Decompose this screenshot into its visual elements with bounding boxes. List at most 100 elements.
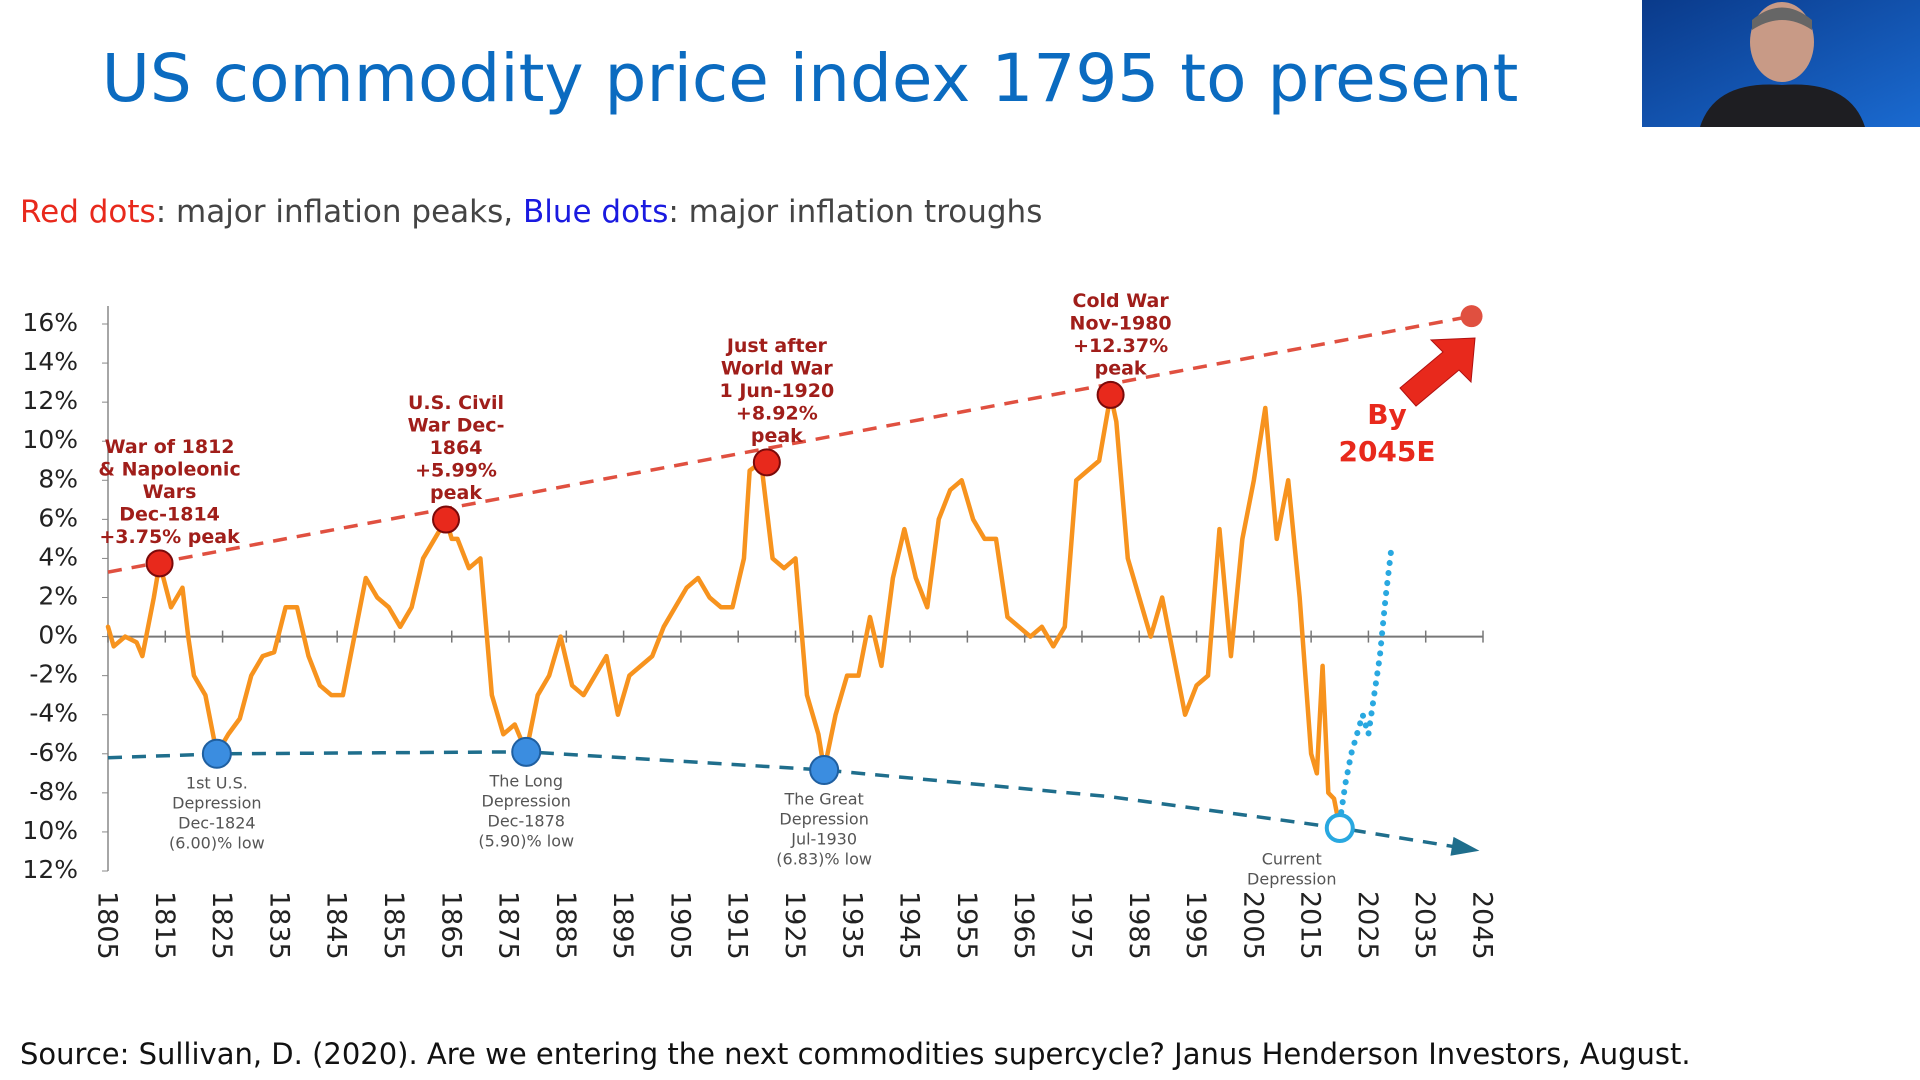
trough-label: Depression (482, 791, 571, 810)
peak-label: & Napoleonic (98, 458, 240, 480)
x-tick-label: 1865 (435, 891, 466, 960)
peak-label: U.S. Civil (408, 392, 504, 414)
x-tick-label: 1835 (263, 891, 294, 960)
x-tick-label: 1845 (321, 891, 352, 960)
subtitle-red: Red dots (20, 194, 156, 230)
peak-dot (432, 505, 461, 534)
subtitle: Red dots: major inflation peaks, Blue do… (20, 194, 1042, 230)
trough-label: Dec-1878 (488, 811, 565, 830)
x-tick-label: 1975 (1065, 891, 1096, 960)
series-line (1336, 545, 1395, 826)
x-tick-label: 1915 (722, 891, 753, 960)
x-tick-label: 1805 (92, 891, 123, 960)
x-tick-label: 2025 (1352, 891, 1383, 960)
y-tick-label: -4% (29, 699, 78, 728)
y-tick-label: 12% (22, 855, 78, 884)
y-tick-label: -6% (29, 738, 78, 767)
x-tick-label: 1995 (1180, 891, 1211, 960)
forecast-arrow (1399, 337, 1476, 407)
peak-label: 1 Jun-1920 (719, 380, 834, 402)
peak-label: peak (1095, 357, 1147, 379)
peak-label: 1864 (430, 437, 483, 459)
y-tick-label: 8% (38, 464, 78, 493)
peak-dot (145, 549, 174, 578)
trough-label: Dec-1824 (178, 813, 255, 832)
y-tick-label: 0% (38, 621, 78, 650)
subtitle-text: : major inflation peaks, (156, 194, 523, 230)
peak-label: War of 1812 (105, 436, 235, 458)
subtitle-text: : major inflation troughs (668, 194, 1042, 230)
trough-label: Depression (1247, 870, 1336, 889)
y-tick-label: 6% (38, 503, 78, 532)
trough-label: (5.90)% low (478, 831, 574, 850)
trough-label: Depression (779, 810, 868, 829)
peak-label: +5.99% (415, 460, 497, 482)
subtitle-blue: Blue dots (523, 194, 668, 230)
x-tick-label: 1945 (894, 891, 925, 960)
x-tick-label: 1875 (493, 891, 524, 960)
x-tick-label: 1955 (951, 891, 982, 960)
peak-label: Wars (143, 481, 197, 503)
forecast-label: 2045E (1338, 435, 1435, 468)
x-tick-label: 1855 (378, 891, 409, 960)
peak-label: Cold War (1073, 290, 1170, 312)
trend-arrowhead (1450, 836, 1480, 856)
x-tick-label: 1935 (836, 891, 867, 960)
peak-label: +12.37% (1073, 335, 1168, 357)
x-tick-label: 1905 (664, 891, 695, 960)
trough-label: 1st U.S. (186, 773, 248, 792)
y-tick-label: -2% (29, 660, 78, 689)
y-tick-label: 12% (22, 386, 78, 415)
x-tick-label: 1965 (1008, 891, 1039, 960)
trough-dot (511, 736, 542, 767)
x-tick-label: 1895 (607, 891, 638, 960)
peak-label: +8.92% (736, 402, 818, 424)
trough-label: (6.00)% low (169, 833, 265, 852)
x-tick-label: 2035 (1409, 891, 1440, 960)
plot: 12% 10% -8% -6% -4% -2% 0% 2% 4% 6% 8% 10% 12% 14% 16%… (22, 290, 1497, 960)
peak-label: Just after (725, 335, 828, 357)
y-tick-label: 10% (22, 425, 78, 454)
trough-label: The Great (783, 790, 863, 809)
y-tick-label: 10% (22, 816, 78, 845)
trough-label: (6.83)% low (776, 850, 872, 869)
y-tick-label: 16% (22, 308, 78, 337)
x-tick-label: 2045 (1467, 891, 1498, 960)
x-tick-label: 2005 (1237, 891, 1268, 960)
trough-label: Current (1262, 850, 1322, 869)
peak-label: +3.75% peak (99, 526, 240, 548)
title: US commodity price index 1795 to present (102, 40, 1519, 117)
peak-label: Nov-1980 (1070, 312, 1172, 334)
peak-label: World War (721, 357, 834, 379)
trough-label: Depression (172, 793, 261, 812)
trough-dot (1324, 813, 1355, 844)
webcam (1642, 0, 1920, 127)
peak-label: peak (751, 425, 803, 447)
x-tick-label: 1985 (1123, 891, 1154, 960)
x-tick-label: 1815 (149, 891, 180, 960)
peak-label: Dec-1814 (119, 503, 220, 525)
peak-label: War Dec- (408, 415, 505, 437)
forecast-label: By (1367, 398, 1407, 431)
y-tick-label: 14% (22, 347, 78, 376)
x-tick-label: 2015 (1295, 891, 1326, 960)
trough-label: The Long (488, 771, 563, 790)
x-tick-label: 1825 (206, 891, 237, 960)
x-tick-label: 1885 (550, 891, 581, 960)
source: Source: Sullivan, D. (2020). Are we ente… (20, 1037, 1691, 1071)
y-tick-label: -8% (29, 777, 78, 806)
trough-dot (201, 738, 232, 769)
series-line (105, 392, 1343, 831)
y-tick-label: 2% (38, 582, 78, 611)
peak-label: peak (430, 482, 482, 504)
x-tick-label: 1925 (779, 891, 810, 960)
y-tick-label: 4% (38, 542, 78, 571)
trough-dot (809, 755, 840, 786)
trough-label: Jul-1930 (790, 830, 857, 849)
peak-dot (1096, 380, 1125, 409)
peak-dot (752, 448, 781, 477)
trend-line (107, 314, 1472, 574)
trend-end-dot (1460, 305, 1483, 328)
